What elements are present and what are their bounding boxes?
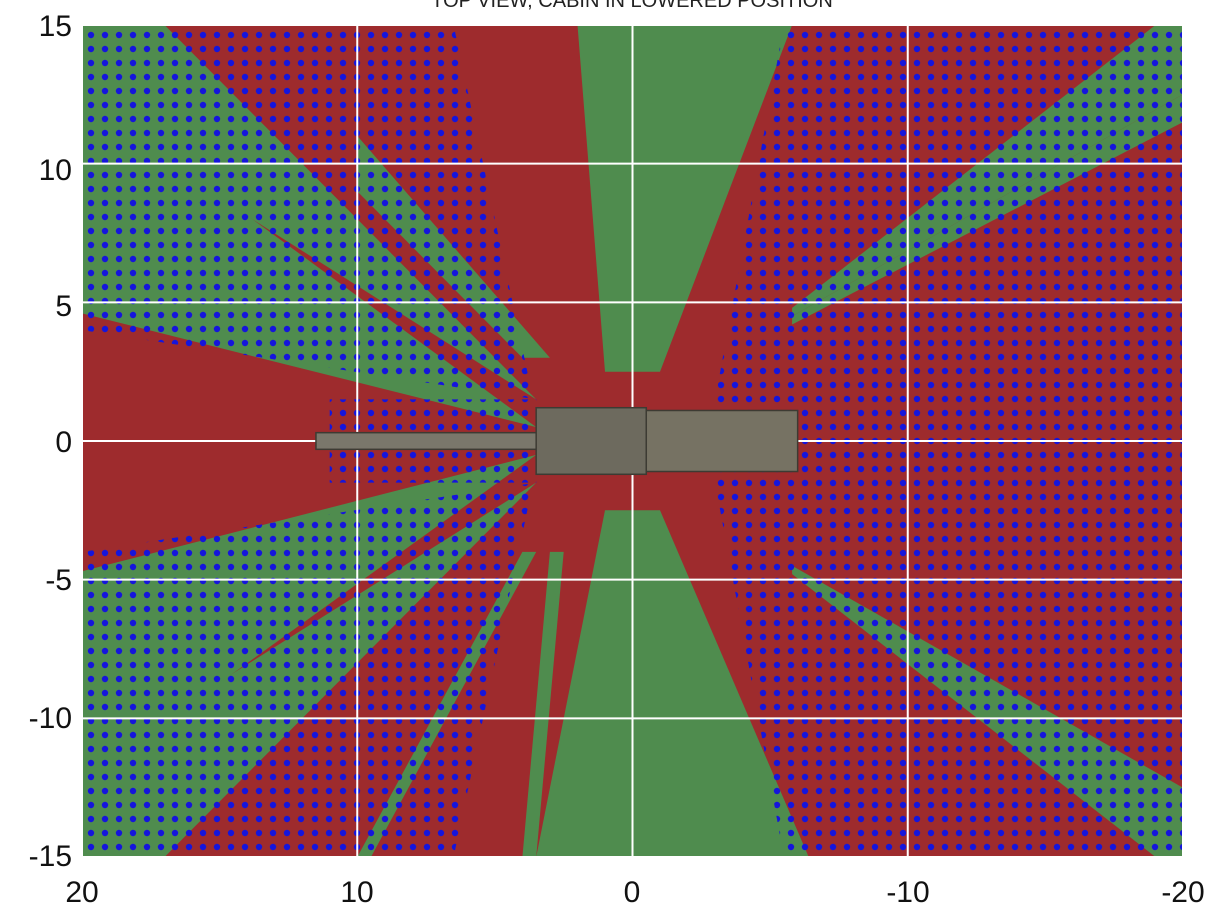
y-axis: 15 10 5 0 -5 -10 -15 [29,10,72,873]
y-tick-label: 10 [39,154,72,187]
y-tick-label: 15 [39,10,72,43]
x-tick-label: 20 [65,876,98,909]
y-tick-label: 5 [55,290,72,323]
y-tick-label: 0 [55,426,72,459]
x-tick-label: 0 [624,876,641,909]
vehicle-crane-base [535,406,648,476]
green-zone-region [522,551,564,857]
x-tick-label: -10 [886,876,929,909]
green-zone-region [536,510,809,857]
y-tick-label: -10 [29,702,72,735]
chart-title: TOP VIEW, CABIN IN LOWERED POSITION [431,0,833,12]
y-tick-label: -5 [45,564,72,597]
y-tick-label: -15 [29,840,72,873]
dotted-region [82,25,537,400]
vehicle-boom [315,431,565,451]
x-tick-label: -20 [1161,876,1204,909]
plot-area [82,25,1183,857]
x-tick-label: 10 [340,876,373,909]
x-axis: 20 10 0 -10 -20 [65,876,1204,909]
dotted-region [357,25,537,414]
green-zone-region [577,25,793,372]
vehicle-cabin [645,409,799,473]
dotted-region [357,468,537,857]
vehicle-icon [315,406,799,476]
dotted-region [82,482,537,857]
